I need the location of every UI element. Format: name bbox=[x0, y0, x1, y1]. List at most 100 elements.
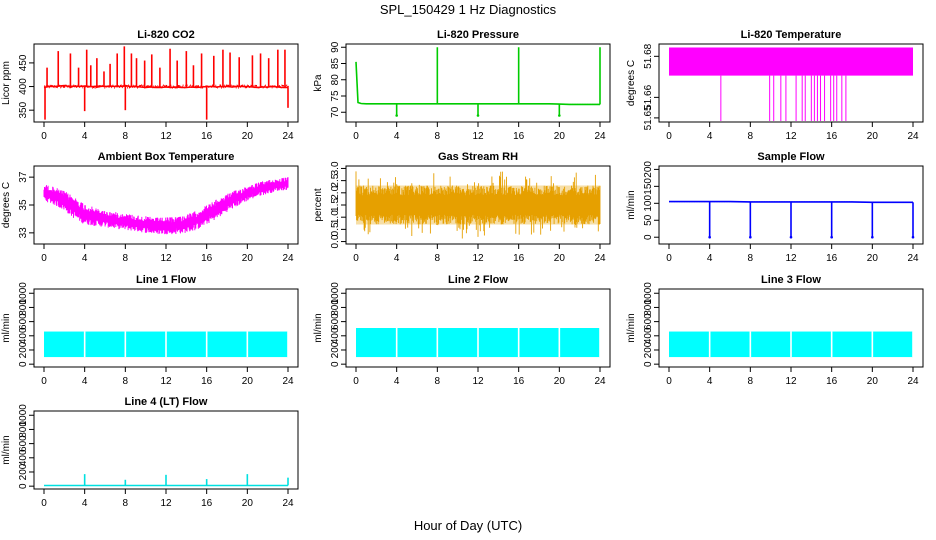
panel-8: Line 2 Flow ml/min 0 4 8 12 16 20 24 0 20040060080… bbox=[313, 274, 611, 387]
y-axis-label: percent bbox=[313, 188, 324, 222]
flow-gap bbox=[790, 331, 792, 358]
rh-band bbox=[355, 171, 601, 239]
panel-title: Line 4 (LT) Flow bbox=[125, 396, 208, 408]
flow-gap bbox=[477, 328, 479, 358]
y-tick-label: 33 bbox=[18, 227, 29, 239]
plot-frame bbox=[33, 43, 299, 123]
figure-xlabel: Hour of Day (UTC) bbox=[413, 518, 523, 533]
x-tick-label: 16 bbox=[826, 376, 838, 387]
y-tick-label: 200 bbox=[643, 341, 654, 358]
plot-area bbox=[355, 47, 601, 117]
y-axis-label: ml/min bbox=[626, 190, 637, 219]
x-tick-label: 0 bbox=[353, 253, 359, 264]
y-tick-label: 50 bbox=[643, 214, 654, 226]
panel-1: Li-820 CO2 Licor ppm 0 4 8 12 16 20 24 350 400 450 bbox=[1, 29, 299, 142]
y-axis-label: degrees C bbox=[1, 182, 12, 228]
x-tick-label: 12 bbox=[785, 253, 797, 264]
y-axis-label: ml/min bbox=[626, 313, 637, 342]
x-tick-label: 16 bbox=[826, 253, 838, 264]
x-tick-label: 4 bbox=[82, 253, 88, 264]
x-tick-label: 0 bbox=[41, 131, 47, 142]
x-tick-label: 16 bbox=[513, 376, 525, 387]
y-tick-label: 600 bbox=[330, 313, 341, 330]
plot-area bbox=[669, 331, 914, 358]
y-tick-label: 0 bbox=[18, 483, 29, 489]
x-tick-label: 24 bbox=[594, 131, 606, 142]
x-tick-label: 12 bbox=[785, 131, 797, 142]
series-dots bbox=[355, 61, 600, 105]
x-tick-label: 20 bbox=[867, 131, 879, 142]
y-tick-label: 450 bbox=[18, 54, 29, 71]
x-tick-label: 24 bbox=[282, 253, 294, 264]
x-tick-label: 20 bbox=[242, 253, 254, 264]
temperature-band bbox=[669, 47, 913, 76]
flow-gap bbox=[708, 331, 711, 358]
x-tick-label: 4 bbox=[707, 376, 713, 387]
y-tick-label: 3.0 bbox=[330, 161, 341, 175]
panel-title: Gas Stream RH bbox=[438, 151, 518, 163]
x-tick-label: 16 bbox=[513, 131, 525, 142]
x-tick-label: 12 bbox=[160, 253, 172, 264]
series-line bbox=[355, 61, 600, 106]
flow-gap bbox=[912, 331, 914, 358]
spike-marker bbox=[830, 235, 833, 239]
y-tick-label: 800 bbox=[18, 299, 29, 316]
x-tick-label: 24 bbox=[907, 253, 919, 264]
x-tick-label: 0 bbox=[666, 253, 672, 264]
x-tick-label: 12 bbox=[472, 131, 484, 142]
x-tick-label: 20 bbox=[867, 376, 879, 387]
plot-area bbox=[356, 328, 601, 358]
x-tick-label: 16 bbox=[513, 253, 525, 264]
flow-gap bbox=[205, 331, 208, 358]
plot-area bbox=[43, 177, 289, 235]
x-tick-label: 0 bbox=[666, 376, 672, 387]
panel-7: Line 1 Flow ml/min 0 4 8 12 16 20 24 0 20040060080… bbox=[1, 274, 299, 387]
x-tick-label: 24 bbox=[594, 253, 606, 264]
y-axis-label: ml/min bbox=[313, 313, 324, 342]
y-tick-label: 35 bbox=[18, 199, 29, 211]
panel-5: Gas Stream RH percent 0 4 8 12 16 20 24 0.00.51.0… bbox=[313, 151, 611, 264]
y-tick-label: 200 bbox=[643, 161, 654, 178]
x-tick-label: 4 bbox=[82, 131, 88, 142]
panel-title: Line 1 Flow bbox=[136, 274, 196, 286]
spike-marker bbox=[395, 114, 398, 117]
panel-title: Li-820 Temperature bbox=[741, 29, 842, 41]
x-tick-label: 0 bbox=[41, 376, 47, 387]
y-tick-label: 75 bbox=[330, 90, 341, 102]
x-tick-label: 4 bbox=[394, 376, 400, 387]
y-tick-label: 400 bbox=[330, 327, 341, 344]
plot-area bbox=[44, 331, 289, 358]
y-tick-label: 1.0 bbox=[330, 210, 341, 224]
y-tick-label: 0 bbox=[330, 361, 341, 367]
x-tick-label: 12 bbox=[472, 376, 484, 387]
panel-title: Sample Flow bbox=[757, 151, 825, 163]
y-tick-label: 600 bbox=[643, 313, 654, 330]
y-tick-label: 1.5 bbox=[330, 198, 341, 212]
panel-title: Ambient Box Temperature bbox=[98, 151, 235, 163]
x-tick-label: 16 bbox=[826, 131, 838, 142]
y-tick-label: 400 bbox=[18, 449, 29, 466]
y-tick-label: 800 bbox=[643, 299, 654, 316]
plot-area bbox=[44, 474, 289, 487]
x-tick-label: 8 bbox=[748, 376, 754, 387]
y-tick-label: 70 bbox=[330, 106, 341, 118]
y-tick-label: 200 bbox=[18, 341, 29, 358]
plot-area bbox=[669, 47, 913, 121]
y-tick-label: 90 bbox=[330, 41, 341, 53]
panel-4: Ambient Box Temperature degrees C 0 4 8 12 16 2… bbox=[1, 151, 299, 264]
flow-gap bbox=[749, 331, 752, 358]
y-tick-label: 1000 bbox=[18, 282, 29, 305]
x-tick-label: 16 bbox=[201, 498, 213, 509]
flow-gap bbox=[558, 328, 561, 358]
x-tick-label: 16 bbox=[201, 131, 213, 142]
flow-gap bbox=[165, 331, 167, 358]
x-tick-label: 4 bbox=[707, 131, 713, 142]
x-tick-label: 12 bbox=[472, 253, 484, 264]
y-tick-label: 400 bbox=[643, 327, 654, 344]
x-tick-label: 20 bbox=[242, 131, 254, 142]
y-tick-label: 200 bbox=[18, 463, 29, 480]
x-tick-label: 16 bbox=[201, 376, 213, 387]
y-tick-label: 2.5 bbox=[330, 173, 341, 187]
